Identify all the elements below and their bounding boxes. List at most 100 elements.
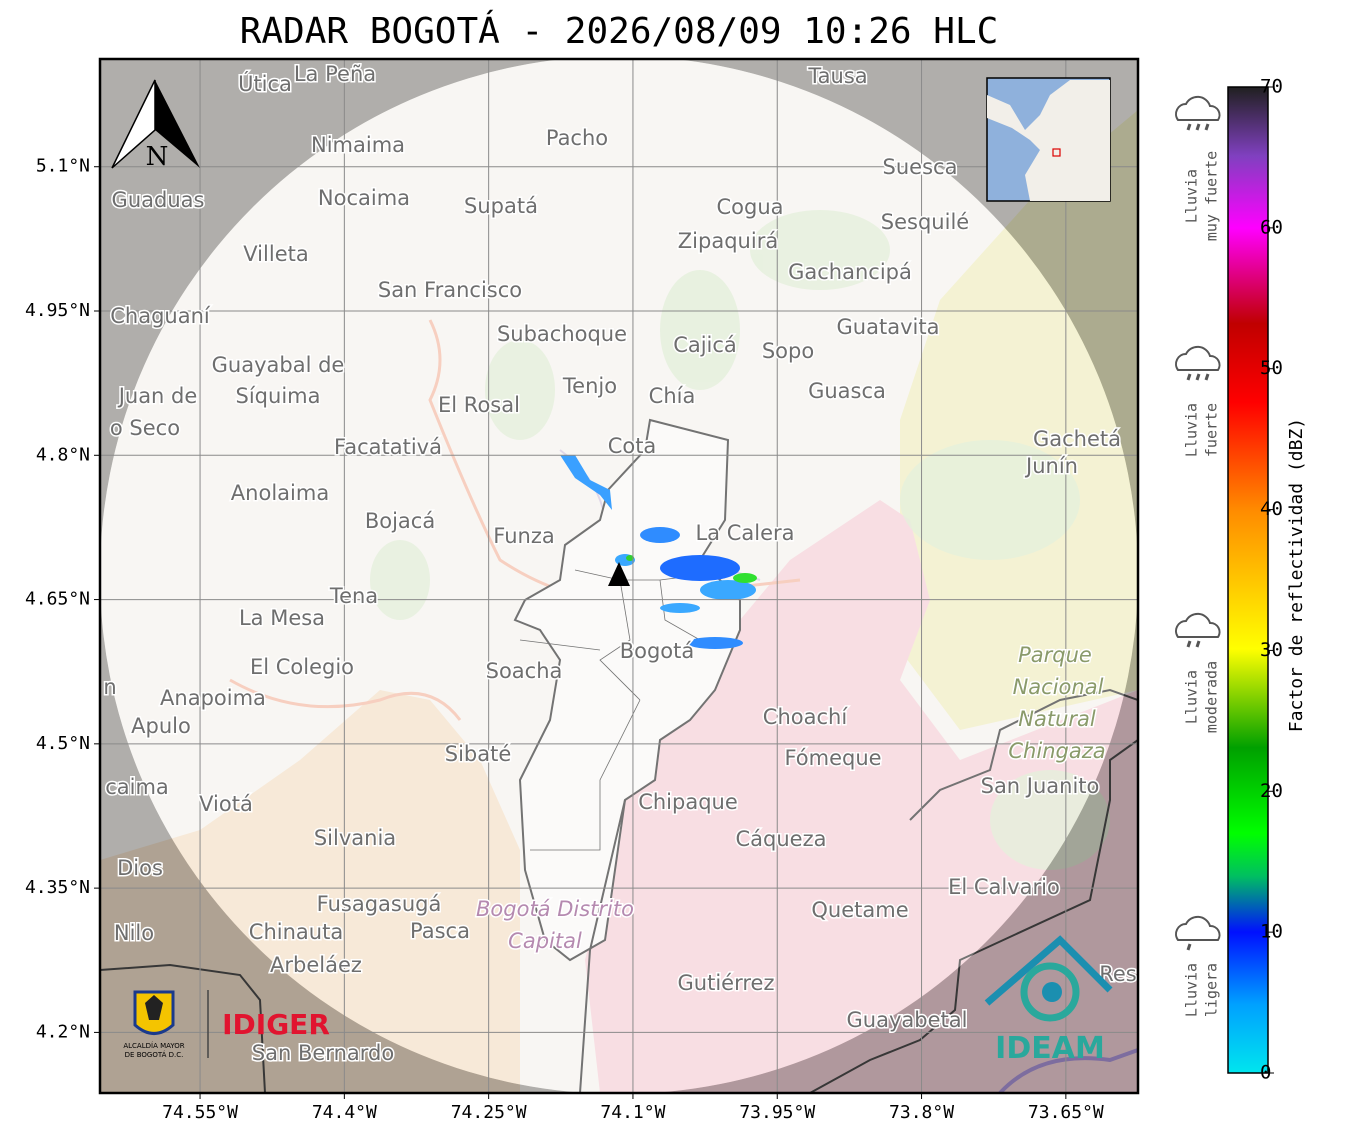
x-tick-label: 74.25°W [451, 1102, 527, 1123]
y-tick-label: 4.8°N [36, 444, 90, 465]
place-label: Cogua [716, 195, 783, 219]
colorbar-tick-label: 60 [1260, 216, 1283, 238]
alcaldia-line1: ALCALDÍA MAYOR [123, 1041, 184, 1050]
alcaldia-logo: ALCALDÍA MAYOR DE BOGOTÁ D.C. IDIGER [123, 990, 330, 1059]
place-label: Facatativá [334, 435, 442, 459]
rain-label: Lluvia [1183, 963, 1201, 1017]
place-label: Dios [117, 856, 163, 880]
place-label: Sesquilé [881, 210, 969, 234]
place-label: Guatavita [837, 315, 940, 339]
place-label: Bojacá [365, 509, 435, 533]
place-label: Cota [608, 434, 657, 458]
y-tick-label: 4.65°N [25, 589, 90, 610]
ideam-label: IDEAM [995, 1031, 1105, 1066]
place-label: Capital [508, 929, 582, 953]
place-label: Bogotá Distrito [476, 897, 634, 921]
place-label: Silvania [314, 826, 396, 850]
place-label: Gachancipá [788, 260, 912, 284]
place-label: Chía [649, 384, 696, 408]
forest [370, 210, 1110, 870]
drop [1195, 123, 1201, 131]
colorbar-tick-label: 40 [1260, 498, 1283, 520]
place-label: Viotá [199, 792, 253, 816]
place-label: Chaguaní [110, 304, 211, 328]
place-label: Tena [329, 584, 378, 608]
place-label: Quetame [811, 898, 908, 922]
colorbar-tick-label: 70 [1260, 76, 1283, 98]
place-label: Chinauta [249, 920, 343, 944]
north-label: N [146, 142, 169, 172]
colorbar [1227, 86, 1269, 1074]
place-label: Subachoque [497, 322, 627, 346]
x-tick-label: 74.55°W [162, 1102, 238, 1123]
rain-label: fuerte [1203, 403, 1221, 457]
y-tick-label: 4.5°N [36, 733, 90, 754]
place-label: Natural [1018, 707, 1096, 731]
x-tick-label: 73.8°W [889, 1102, 954, 1123]
place-label: n [103, 675, 116, 699]
place-label: Arbeláez [270, 953, 362, 977]
colorbar-tick-label: 50 [1260, 357, 1283, 379]
y-tick-label: 4.35°N [25, 877, 90, 898]
rain-label: Lluvia [1183, 403, 1201, 457]
rain-label: Lluvia [1183, 169, 1201, 223]
place-label: Guayabal de [212, 353, 345, 377]
ideam-logo: IDEAM [984, 935, 1113, 1066]
place-label: Cáqueza [736, 827, 827, 851]
place-label: El Colegio [250, 655, 354, 679]
place-label: La Mesa [239, 606, 325, 630]
drop [1195, 373, 1201, 381]
x-tick-label: 74.1°W [600, 1102, 665, 1123]
place-label: Pasca [410, 919, 470, 943]
y-tick-label: 4.2°N [36, 1021, 90, 1042]
place-label: Funza [493, 524, 554, 548]
road [229, 678, 462, 721]
place-label: Gutiérrez [678, 971, 775, 995]
places: Útica La Peña Tausa Pacho Nimaima Guaduas Noca… [102, 61, 1138, 1067]
drop [1186, 123, 1192, 131]
colorbar-tick-label: 30 [1260, 639, 1283, 661]
idiger-logo: IDIGER [222, 1008, 330, 1041]
place-label: Apulo [131, 714, 191, 738]
rain-icon [1175, 915, 1221, 951]
rain-label: Lluvia [1183, 670, 1201, 724]
place-label: San Francisco [378, 278, 522, 302]
rain-label: moderada [1203, 661, 1221, 733]
place-label: caima [105, 775, 169, 799]
rain-icon [1175, 95, 1221, 131]
radar-echoes [560, 455, 757, 649]
title: RADAR BOGOTÁ - 2026/08/09 10:26 HLC [240, 10, 999, 52]
place-label: Soacha [486, 659, 563, 683]
colorbar-tick-label: 20 [1260, 780, 1283, 802]
place-label: Bogotá [620, 639, 695, 663]
place-label: Fómeque [784, 746, 881, 770]
colorbar-label: Factor de reflectividad (dBZ) [1286, 418, 1307, 732]
place-label: San Bernardo [252, 1041, 394, 1065]
x-tick-label: 73.95°W [739, 1102, 815, 1123]
place-label: San Juanito [981, 774, 1100, 798]
bogota-district [513, 418, 741, 962]
place-label: Sibaté [445, 742, 512, 766]
rain-label: ligera [1203, 963, 1221, 1017]
place-label: Nimaima [311, 133, 405, 157]
place-label: Tausa [807, 64, 867, 88]
place-label: Guasca [808, 379, 886, 403]
place-label: Choachí [763, 705, 849, 729]
place-label: Sopo [762, 339, 814, 363]
map-base: Útica La Peña Tausa Pacho Nimaima Guaduas Noca… [100, 59, 1138, 1093]
place-label: La Peña [294, 62, 376, 86]
place-label: Tenjo [562, 374, 617, 398]
drop [1186, 640, 1192, 648]
place-label: Pacho [546, 126, 608, 150]
place-label: Anolaima [231, 481, 329, 505]
cloud [1175, 95, 1221, 121]
radar-site [608, 562, 630, 586]
place-label: La Calera [695, 521, 794, 545]
rain-icon [1175, 612, 1221, 648]
cloud [1175, 915, 1221, 941]
rain-label: muy fuerte [1203, 151, 1221, 241]
place-label: Chipaque [638, 790, 738, 814]
place-label: Supatá [464, 194, 538, 218]
colorbar-tick-label: 0 [1260, 1062, 1271, 1084]
